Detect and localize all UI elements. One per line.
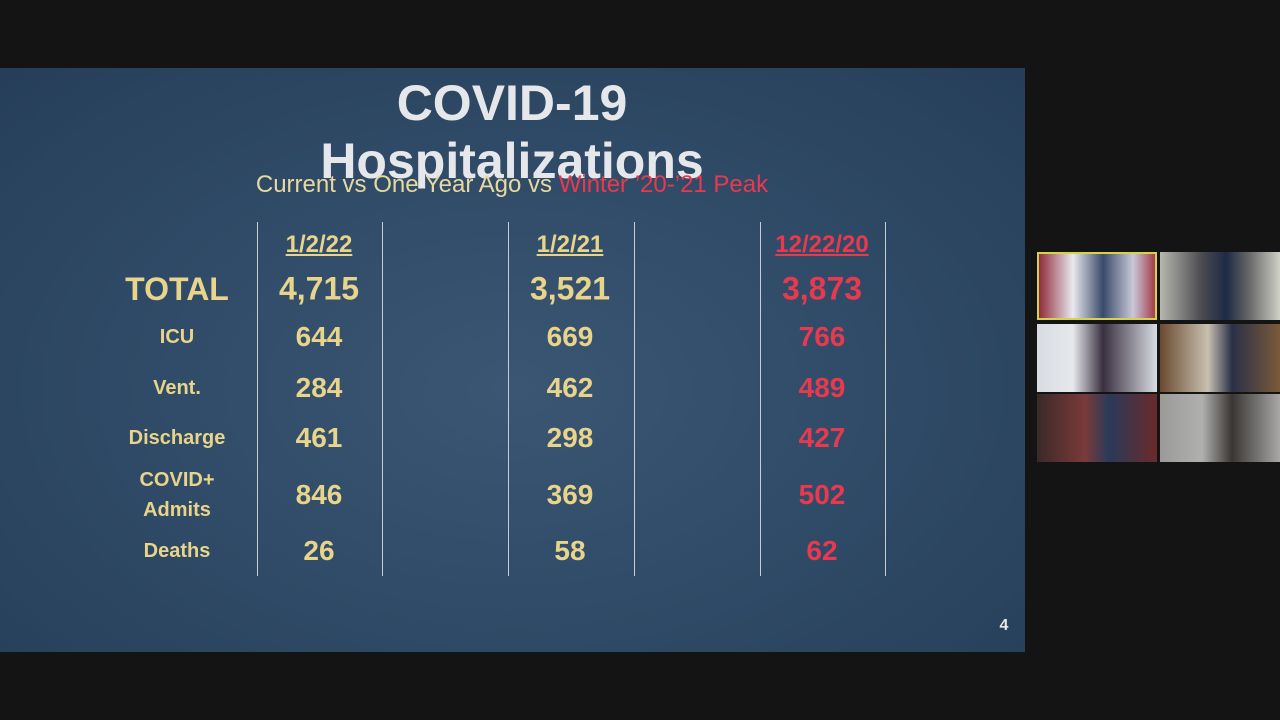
- row-label: TOTAL: [125, 271, 229, 307]
- cell-value: 369: [546, 479, 594, 510]
- row-label: Discharge: [128, 427, 226, 449]
- row-label: Deaths: [143, 540, 211, 562]
- cell-value: 4,715: [278, 270, 360, 307]
- subtitle-text: Current vs One Year Ago vs: [255, 171, 559, 198]
- video-tile[interactable]: [1160, 324, 1280, 392]
- row-label: Vent.: [153, 377, 201, 399]
- page-number: 4: [999, 617, 1009, 634]
- column-header: 1/2/22: [285, 231, 353, 258]
- column-divider: [634, 222, 635, 576]
- video-tile[interactable]: [1160, 252, 1280, 320]
- cell-value: 461: [295, 422, 343, 453]
- cell-value: 284: [295, 372, 343, 403]
- cell-value: 427: [798, 422, 846, 453]
- video-tile[interactable]: [1037, 394, 1157, 462]
- cell-value: 62: [806, 535, 838, 566]
- cell-value: 502: [798, 479, 846, 510]
- cell-value: 462: [546, 372, 594, 403]
- cell-value: 58: [554, 535, 586, 566]
- slide-title: COVID-19 Hospitalizations: [320, 75, 704, 189]
- column-divider: [508, 222, 509, 576]
- cell-value: 26: [303, 535, 335, 566]
- cell-value: 669: [546, 321, 594, 352]
- column-divider: [382, 222, 383, 576]
- cell-value: 644: [295, 321, 343, 352]
- subtitle: Current vs One Year Ago vs Winter ’20-’2…: [256, 171, 768, 199]
- slide: COVID-19 Hospitalizations Current vs One…: [0, 68, 1025, 652]
- row-label: COVID+ Admits: [139, 469, 215, 521]
- column-divider: [885, 222, 886, 576]
- column-header: 1/2/21: [536, 231, 604, 258]
- column-divider: [257, 222, 258, 576]
- video-tile[interactable]: [1037, 324, 1157, 392]
- cell-value: 766: [798, 321, 846, 352]
- column-divider: [760, 222, 761, 576]
- cell-value: 3,521: [529, 270, 611, 307]
- cell-value: 298: [546, 422, 594, 453]
- cell-value: 3,873: [781, 270, 863, 307]
- video-tile[interactable]: [1160, 394, 1280, 462]
- subtitle-highlight: Winter ’20-’21 Peak: [558, 171, 769, 198]
- cell-value: 846: [295, 479, 343, 510]
- video-tile[interactable]: [1037, 252, 1157, 320]
- column-header: 12/22/20: [775, 231, 869, 258]
- row-label: ICU: [159, 326, 195, 348]
- cell-value: 489: [798, 372, 846, 403]
